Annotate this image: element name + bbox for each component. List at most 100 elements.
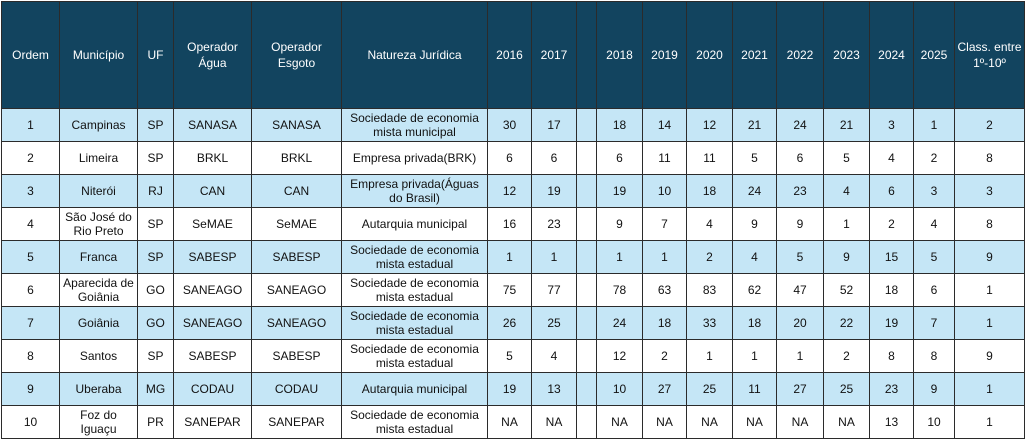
cell-operador-esgoto: SANEPAR: [251, 405, 342, 439]
cell-uf: PR: [137, 405, 174, 439]
cell-2018: 10: [596, 372, 643, 406]
table-row: 8 Santos SP SABESP SABESP Sociedade de e…: [1, 339, 1025, 373]
cell-2021: 1: [732, 339, 777, 373]
header-blank: [576, 1, 597, 109]
cell-operador-esgoto: SANEAGO: [251, 306, 342, 340]
cell-natureza: Sociedade de economia mista municipal: [341, 108, 488, 142]
cell-2023: 9: [823, 240, 870, 274]
cell-natureza: Autarquia municipal: [341, 372, 488, 406]
cell-2022: 6: [776, 141, 824, 175]
cell-operador-agua: BRKL: [173, 141, 252, 175]
cell-2016: 5: [487, 339, 532, 373]
cell-2023: 1: [823, 207, 870, 241]
cell-2022: 9: [776, 207, 824, 241]
cell-2025: 5: [913, 240, 955, 274]
cell-2021: 11: [732, 372, 777, 406]
cell-2018: 12: [596, 339, 643, 373]
cell-uf: SP: [137, 207, 174, 241]
cell-municipio: Niterói: [59, 174, 138, 208]
cell-2024: 19: [869, 306, 914, 340]
table-row: 1 Campinas SP SANASA SANASA Sociedade de…: [1, 108, 1025, 142]
cell-2018: 9: [596, 207, 643, 241]
cell-2021: 4: [732, 240, 777, 274]
header-natureza-juridica: Natureza Jurídica: [341, 1, 488, 109]
cell-2016: 75: [487, 273, 532, 307]
cell-2016: 1: [487, 240, 532, 274]
cell-2021: NA: [732, 405, 777, 439]
cell-2025: 7: [913, 306, 955, 340]
cell-2025: 4: [913, 207, 955, 241]
cell-municipio: Uberaba: [59, 372, 138, 406]
cell-operador-esgoto: CAN: [251, 174, 342, 208]
cell-class: 1: [954, 306, 1025, 340]
header-operador-agua: Operador Água: [173, 1, 252, 109]
cell-2018: 1: [596, 240, 643, 274]
cell-2019: 18: [642, 306, 687, 340]
cell-2023: 4: [823, 174, 870, 208]
cell-operador-agua: SANASA: [173, 108, 252, 142]
cell-2020: 4: [686, 207, 733, 241]
cell-2023: 22: [823, 306, 870, 340]
cell-2025: 2: [913, 141, 955, 175]
cell-2021: 62: [732, 273, 777, 307]
cell-ordem: 1: [1, 108, 60, 142]
cell-2016: 16: [487, 207, 532, 241]
cell-uf: SP: [137, 240, 174, 274]
cell-natureza: Empresa privada(BRK): [341, 141, 488, 175]
cell-municipio: Campinas: [59, 108, 138, 142]
cell-2021: 9: [732, 207, 777, 241]
header-2024: 2024: [869, 1, 914, 109]
cell-2022: 47: [776, 273, 824, 307]
cell-2025: 1: [913, 108, 955, 142]
cell-class: 9: [954, 240, 1025, 274]
cell-2021: 24: [732, 174, 777, 208]
cell-ordem: 10: [1, 405, 60, 439]
table-row: 6 Aparecida de Goiânia GO SANEAGO SANEAG…: [1, 273, 1025, 307]
cell-natureza: Sociedade de economia mista estadual: [341, 273, 488, 307]
cell-operador-agua: SeMAE: [173, 207, 252, 241]
cell-blank: [576, 306, 597, 340]
cell-2020: 83: [686, 273, 733, 307]
cell-2023: NA: [823, 405, 870, 439]
cell-class: 1: [954, 372, 1025, 406]
cell-2025: 9: [913, 372, 955, 406]
cell-blank: [576, 339, 597, 373]
cell-2018: 6: [596, 141, 643, 175]
cell-natureza: Sociedade de economia mista estadual: [341, 405, 488, 439]
cell-2017: NA: [531, 405, 577, 439]
cell-2019: 14: [642, 108, 687, 142]
cell-operador-esgoto: CODAU: [251, 372, 342, 406]
cell-2024: 4: [869, 141, 914, 175]
table-row: 9 Uberaba MG CODAU CODAU Autarquia munic…: [1, 372, 1025, 406]
cell-2024: 6: [869, 174, 914, 208]
table-row: 3 Niterói RJ CAN CAN Empresa privada(Águ…: [1, 174, 1025, 208]
header-uf: UF: [137, 1, 174, 109]
cell-2022: 24: [776, 108, 824, 142]
cell-uf: SP: [137, 108, 174, 142]
cell-2023: 25: [823, 372, 870, 406]
cell-2025: 8: [913, 339, 955, 373]
cell-ordem: 9: [1, 372, 60, 406]
cell-2020: 18: [686, 174, 733, 208]
cell-2023: 5: [823, 141, 870, 175]
cell-municipio: Santos: [59, 339, 138, 373]
cell-natureza: Sociedade de economia mista estadual: [341, 306, 488, 340]
cell-blank: [576, 405, 597, 439]
header-ordem: Ordem: [1, 1, 60, 109]
cell-ordem: 7: [1, 306, 60, 340]
cell-operador-esgoto: BRKL: [251, 141, 342, 175]
cell-2021: 18: [732, 306, 777, 340]
cell-2017: 6: [531, 141, 577, 175]
cell-2020: 2: [686, 240, 733, 274]
cell-2023: 52: [823, 273, 870, 307]
cell-class: 8: [954, 207, 1025, 241]
cell-operador-agua: CODAU: [173, 372, 252, 406]
cell-natureza: Empresa privada(Águas do Brasil): [341, 174, 488, 208]
table-row: 4 São José do Rio Preto SP SeMAE SeMAE A…: [1, 207, 1025, 241]
cell-2021: 21: [732, 108, 777, 142]
cell-2019: NA: [642, 405, 687, 439]
cell-blank: [576, 207, 597, 241]
cell-2024: 15: [869, 240, 914, 274]
cell-operador-agua: SANEPAR: [173, 405, 252, 439]
